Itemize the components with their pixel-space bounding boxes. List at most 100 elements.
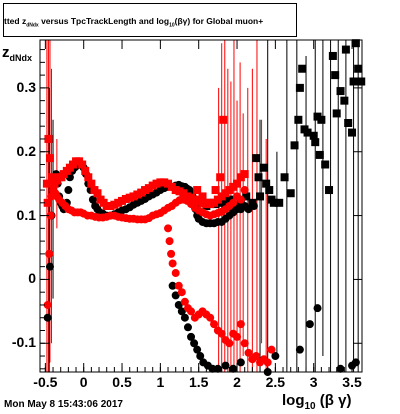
data-point-circle	[88, 195, 97, 204]
data-point-square	[81, 166, 90, 175]
data-point-square	[315, 150, 324, 159]
x-tick-label: 1	[156, 374, 165, 390]
data-point-square	[303, 128, 312, 137]
data-point-square	[42, 179, 51, 188]
data-point-circle	[196, 352, 205, 361]
data-point-circle	[351, 358, 360, 367]
y-tick-label: -0.1	[11, 334, 36, 351]
data-point-circle	[221, 361, 230, 370]
data-point-square	[252, 154, 261, 163]
data-point-square	[87, 179, 96, 188]
data-point-circle	[45, 249, 54, 258]
data-point-circle	[313, 304, 322, 313]
data-point-circle	[171, 291, 180, 300]
data-point-square	[193, 186, 202, 195]
data-point-circle	[240, 186, 249, 195]
x-tick-label: 3.5	[342, 374, 362, 390]
data-point-square	[325, 186, 334, 195]
title-lead: tted z	[4, 16, 27, 26]
axes-layer	[39, 39, 363, 373]
data-point-square	[219, 115, 228, 124]
data-point-circle	[225, 339, 234, 348]
data-point-circle	[217, 329, 226, 338]
title-lead-sub: dNdx	[26, 22, 39, 29]
timestamp: Mon May 8 15:43:06 2017	[4, 399, 123, 410]
data-point-circle	[167, 249, 176, 258]
data-point-circle	[295, 345, 304, 354]
data-point-square	[349, 77, 358, 86]
data-point-circle	[229, 364, 238, 373]
title-rest-sub: 10	[169, 22, 175, 29]
data-point-square	[275, 198, 284, 207]
data-point-circle	[213, 364, 222, 373]
y-tick-label: 0.3	[16, 78, 36, 95]
data-point-square	[265, 186, 274, 195]
data-point-circle	[236, 320, 245, 329]
data-point-square	[48, 173, 57, 182]
data-point-square	[354, 64, 363, 73]
data-point-square	[256, 192, 265, 201]
data-point-square	[331, 71, 340, 80]
data-point-square	[78, 160, 87, 169]
y-tick-label: 0.1	[16, 206, 36, 223]
data-point-circle	[64, 186, 73, 195]
data-point-circle	[336, 364, 345, 373]
data-point-circle	[180, 313, 189, 322]
data-point-square	[286, 189, 295, 198]
x-tick-label: 3	[309, 374, 318, 390]
data-point-circle	[240, 339, 249, 348]
data-point-circle	[43, 300, 52, 309]
data-point-square	[321, 160, 330, 169]
data-point-circle	[190, 339, 199, 348]
data-point-square	[344, 119, 353, 127]
data-point-circle	[174, 300, 183, 309]
x-tick-label: 0	[79, 374, 88, 390]
data-point-square	[44, 134, 53, 143]
data-point-circle	[168, 259, 177, 268]
data-point-circle	[187, 332, 196, 341]
data-point-square	[295, 83, 304, 92]
data-point-circle	[210, 320, 219, 329]
y-tick-label: 0	[28, 270, 36, 287]
data-point-circle	[65, 173, 74, 182]
data-point-square	[225, 195, 234, 204]
data-point-square	[233, 179, 242, 188]
data-point-square	[216, 173, 225, 182]
data-point-circle	[236, 195, 245, 204]
x-tick-label: -0.5	[33, 374, 58, 390]
data-point-circle	[183, 323, 192, 332]
data-point-square	[280, 173, 289, 182]
data-point-circle	[187, 307, 196, 316]
data-point-circle	[271, 352, 280, 361]
title-rest: versus TpcTrackLength and log	[38, 16, 170, 26]
data-point-circle	[46, 211, 55, 220]
data-point-square	[317, 115, 326, 124]
data-point-square	[254, 173, 263, 182]
data-point-circle	[43, 313, 52, 322]
data-point-circle	[45, 262, 54, 271]
data-point-circle	[229, 198, 238, 207]
data-point-square	[211, 186, 220, 195]
data-point-square	[248, 198, 257, 207]
data-point-circle	[174, 281, 183, 290]
data-point-circle	[236, 358, 245, 367]
data-point-circle	[177, 307, 186, 316]
plot-frame	[39, 39, 363, 373]
data-point-square	[298, 64, 307, 73]
data-point-square	[311, 138, 320, 147]
data-point-circle	[267, 345, 276, 354]
data-point-circle	[171, 269, 180, 278]
data-point-square	[43, 198, 52, 207]
data-point-square	[336, 87, 345, 96]
data-point-square	[332, 109, 341, 118]
title-tail: (βγ) for Global muon+	[174, 16, 264, 26]
data-point-square	[93, 189, 102, 198]
data-point-square	[84, 173, 93, 182]
data-point-circle	[165, 237, 174, 246]
data-point-square	[198, 192, 207, 201]
x-tick-label: 2	[233, 374, 241, 390]
data-point-square	[203, 198, 212, 207]
y-axis-label: zdNdx	[2, 44, 32, 63]
